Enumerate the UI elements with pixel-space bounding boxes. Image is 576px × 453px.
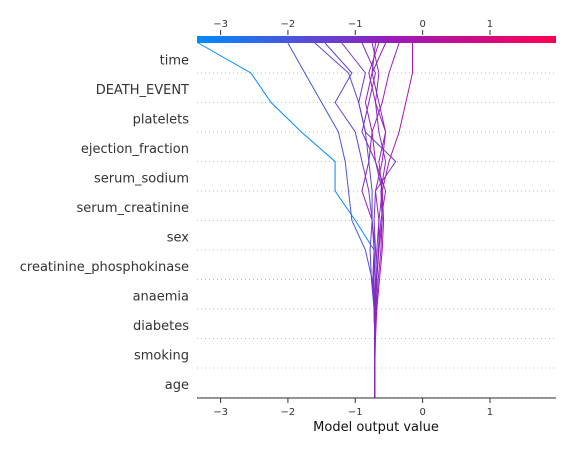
feature-label: creatinine_phosphokinase — [20, 260, 189, 275]
bottom-tick-label: −2 — [281, 407, 296, 418]
feature-label: sex — [167, 231, 190, 246]
feature-label: DEATH_EVENT — [96, 83, 189, 98]
feature-label: diabetes — [133, 319, 189, 334]
feature-grid — [197, 73, 556, 398]
top-tick-label: 1 — [487, 19, 493, 30]
bottom-tick-label: 1 — [487, 407, 493, 418]
feature-label: anaemia — [133, 290, 189, 305]
top-tick-label: −3 — [213, 19, 228, 30]
top-axis: −3 −2 −1 0 1 — [213, 19, 493, 35]
feature-labels: time DEATH_EVENT platelets ejection_fractio… — [20, 54, 190, 394]
feature-label: platelets — [133, 113, 190, 128]
feature-label: smoking — [134, 349, 189, 364]
bottom-tick-label: 0 — [419, 407, 425, 418]
bottom-tick-label: −1 — [348, 407, 363, 418]
bottom-tick-label: −3 — [213, 407, 228, 418]
top-tick-label: −1 — [348, 19, 363, 30]
feature-label: age — [165, 378, 189, 393]
feature-label: ejection_fraction — [81, 142, 189, 157]
bottom-axis: −3 −2 −1 0 1 — [197, 398, 556, 418]
feature-label: serum_creatinine — [77, 201, 190, 216]
decision-path — [198, 43, 374, 398]
top-tick-label: −2 — [281, 19, 296, 30]
x-axis-title: Model output value — [313, 420, 439, 435]
feature-label: serum_sodium — [94, 172, 189, 187]
feature-label: time — [160, 54, 189, 69]
colorbar — [197, 36, 556, 43]
top-tick-label: 0 — [419, 19, 425, 30]
